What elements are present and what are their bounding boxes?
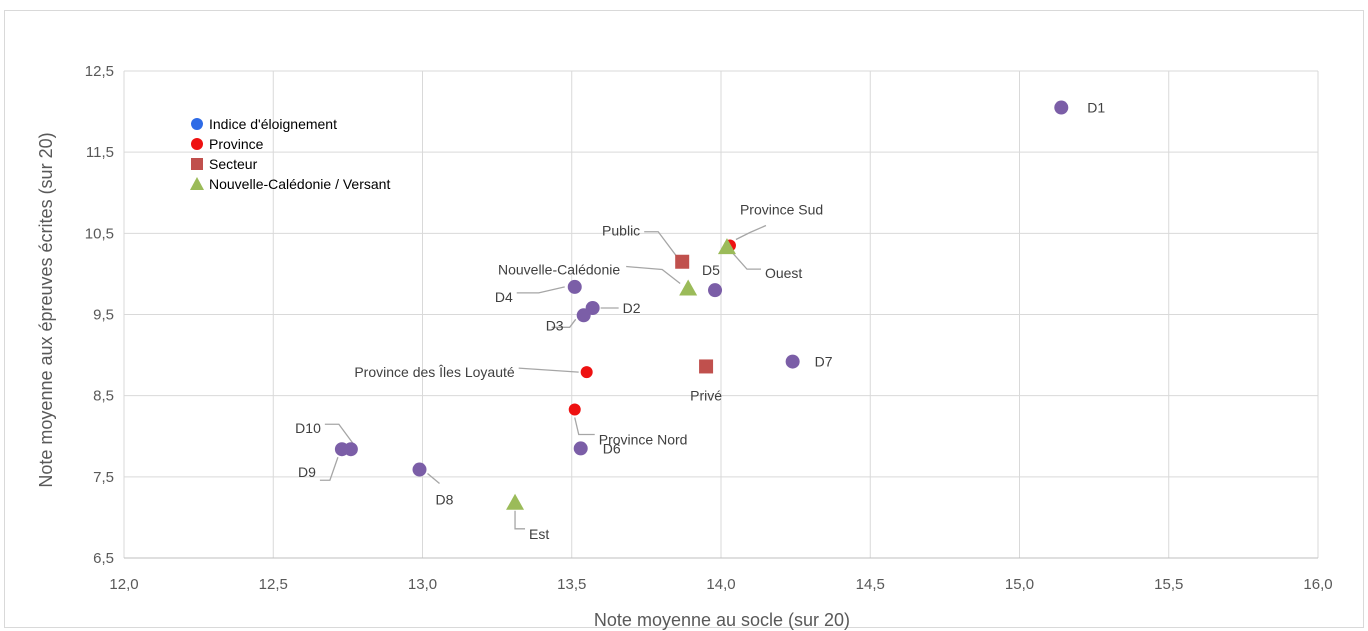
x-tick-label: 12,0 (109, 576, 138, 593)
x-tick-label: 15,5 (1154, 576, 1183, 593)
x-tick-label: 15,0 (1005, 576, 1034, 593)
x-tick-label: 13,5 (557, 576, 586, 593)
data-label: Est (529, 526, 549, 542)
data-label: D2 (623, 300, 641, 316)
point-est (506, 494, 524, 510)
y-tick-label: 11,5 (86, 144, 114, 161)
data-label: Province des Îles Loyauté (354, 364, 515, 380)
data-points (335, 101, 1068, 510)
x-tick-label: 14,5 (856, 576, 885, 593)
data-label: D1 (1087, 100, 1105, 116)
point-d10 (344, 442, 358, 456)
point-d1 (1054, 101, 1068, 115)
data-label: Province Nord (599, 431, 688, 447)
leader-line (325, 424, 353, 443)
legend-label: Secteur (209, 156, 258, 172)
point-d4 (568, 280, 582, 294)
point-d8 (413, 463, 427, 477)
data-label: D4 (495, 289, 513, 305)
legend-label: Province (209, 136, 264, 152)
point-d6 (574, 441, 588, 455)
leader-line (736, 226, 766, 240)
leader-line (575, 417, 595, 434)
y-tick-label: 6,5 (93, 550, 114, 567)
x-tick-labels: 12,0 12,5 13,0 13,5 14,0 14,5 15,0 15,5 16,0 (109, 576, 1332, 593)
data-label: D8 (436, 492, 454, 508)
point-nouvelle-cal-donie (679, 280, 697, 296)
point-d7 (786, 355, 800, 369)
point-priv- (699, 359, 713, 373)
leader-line (517, 287, 565, 293)
leader-line (644, 232, 676, 256)
data-label: Privé (690, 387, 722, 403)
data-label: D10 (295, 420, 321, 436)
x-tick-label: 12,5 (259, 576, 288, 593)
gridlines (124, 71, 1318, 558)
data-label: D9 (298, 464, 316, 480)
point-d3 (577, 308, 591, 322)
x-tick-label: 14,0 (706, 576, 735, 593)
legend: Indice d'éloignement Province Secteur Nouve… (190, 116, 390, 192)
point-public (675, 255, 689, 269)
data-label: Province Sud (740, 202, 823, 218)
legend-marker (191, 118, 203, 130)
y-tick-label: 9,5 (93, 307, 114, 324)
legend-marker (191, 138, 203, 150)
data-label: D7 (815, 354, 833, 370)
point-d5 (708, 283, 722, 297)
data-label: D3 (546, 317, 564, 333)
legend-marker (191, 158, 203, 170)
point-province-des-les-loyaut- (581, 366, 593, 378)
y-tick-label: 7,5 (93, 469, 114, 486)
data-label: Nouvelle-Calédonie (498, 262, 620, 278)
legend-label: Indice d'éloignement (209, 116, 337, 132)
x-tick-label: 13,0 (408, 576, 437, 593)
x-axis-title: Note moyenne au socle (sur 20) (594, 610, 850, 630)
leader-line (626, 267, 680, 284)
leader-line (519, 368, 579, 372)
leader-line (515, 511, 525, 529)
y-tick-label: 10,5 (85, 225, 114, 242)
y-tick-labels: 6,5 7,5 8,5 9,5 10,5 11,5 12,5 (85, 63, 114, 567)
leader-line (428, 474, 440, 484)
data-label: Public (602, 223, 640, 239)
y-axis-title: Note moyenne aux épreuves écrites (sur 2… (36, 132, 56, 487)
x-tick-label: 16,0 (1303, 576, 1332, 593)
data-label: Ouest (765, 265, 802, 281)
y-tick-label: 12,5 (85, 63, 114, 80)
legend-marker (190, 177, 204, 190)
point-province-nord (569, 403, 581, 415)
data-label: D5 (702, 262, 720, 278)
legend-label: Nouvelle-Calédonie / Versant (209, 176, 390, 192)
y-tick-label: 8,5 (93, 388, 114, 405)
